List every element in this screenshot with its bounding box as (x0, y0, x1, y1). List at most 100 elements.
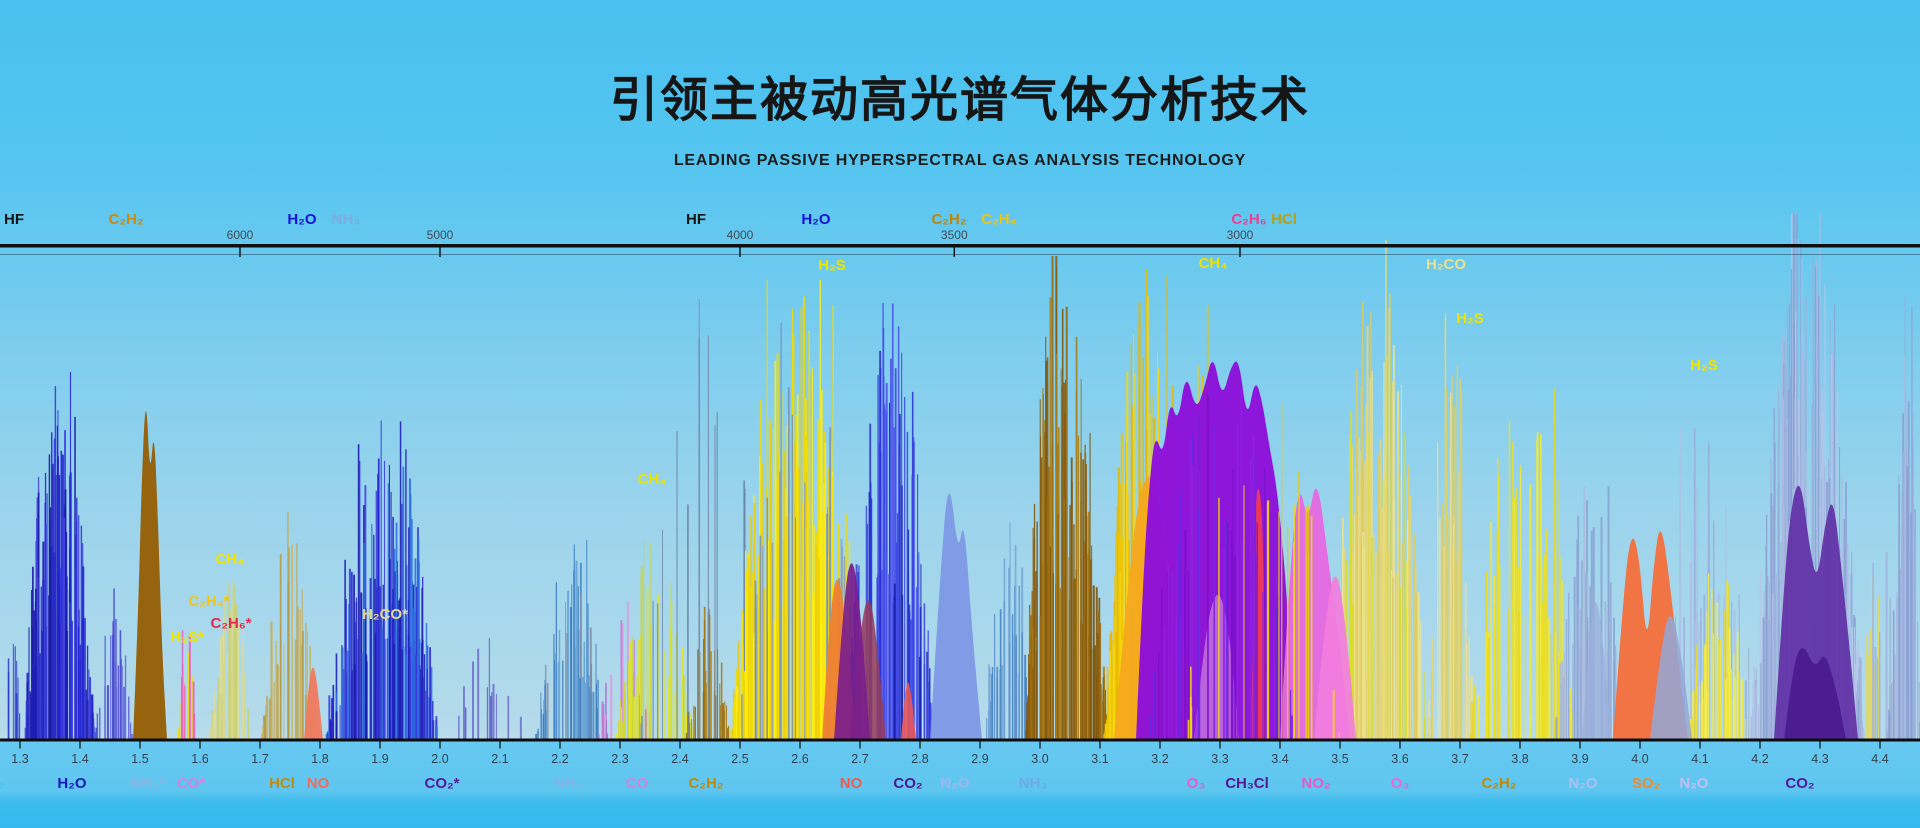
bottom-tick-label: 2.5 (731, 752, 748, 766)
bottom-gas-label: C₂H₂ (1482, 775, 1517, 792)
band-slate-tall (640, 299, 757, 740)
top-gas-label: C₂H₂ (932, 211, 967, 228)
bottom-tick-label: 3.6 (1391, 752, 1408, 766)
bottom-gas-label: O₂ (0, 775, 5, 792)
band-edge-right (1886, 296, 1920, 740)
bottom-tick-label: 3.3 (1211, 752, 1228, 766)
band-sparse-2.05 (458, 638, 522, 740)
bottom-tick-label: 2.8 (911, 752, 928, 766)
band-edge-left (7, 643, 21, 740)
bottom-gas-label: N₂O (1679, 775, 1708, 792)
top-gas-label: H₂O (801, 211, 830, 228)
top-gas-label: H₂O (287, 211, 316, 228)
bottom-tick-label: 2.0 (431, 752, 448, 766)
bottom-gas-label: C₂H₂ (689, 775, 724, 792)
bottom-gas-label: NH₃ (554, 775, 583, 792)
bottom-gas-label: CH₃Cl (1225, 775, 1269, 792)
bottom-gas-label: SO₂ (1632, 775, 1660, 792)
band-H2CO*-blue (325, 420, 438, 740)
bottom-tick-label: 2.3 (611, 752, 628, 766)
bottom-tick-label: 3.4 (1271, 752, 1288, 766)
plot-gas-labels: H₂S CH₄ H₂CO H₂S H₂S CH₄ CH₄ C₂H₄* C₂H₆* H₂S* H₂CO… (170, 255, 1717, 646)
bottom-tick-label: 2.2 (551, 752, 568, 766)
bottom-tick-label: 4.4 (1871, 752, 1888, 766)
bottom-tick-label: 2.9 (971, 752, 988, 766)
top-axis-subline (0, 254, 1920, 255)
band-brown-3.03 (1025, 256, 1109, 740)
top-gas-label: HF (686, 211, 706, 228)
bottom-tick-label: 2.1 (491, 752, 508, 766)
envelope-peri-4.06 (1650, 616, 1692, 740)
bottom-tick-label: 1.6 (191, 752, 208, 766)
page-subtitle: LEADING PASSIVE HYPERSPECTRAL GAS ANALYS… (673, 152, 1247, 169)
bottom-gas-label: CO₂* (424, 775, 459, 792)
top-gas-label: C₂H₂ (109, 211, 144, 228)
bottom-gas-label: H₂O (57, 775, 86, 792)
bottom-tick-label: 3.5 (1331, 752, 1348, 766)
envelope-peri-3.93 (1582, 602, 1612, 740)
envelope-NO-1.79 (304, 667, 323, 740)
page-title: 引领主被动高光谱气体分析技术 (609, 74, 1310, 127)
band-steel-2.95 (986, 522, 1033, 740)
top-tick-label: 3000 (1227, 228, 1254, 242)
bottom-gas-label: O₃ (1187, 775, 1206, 792)
top-tick-label: 6000 (227, 228, 254, 242)
envelope-red-2.78 (901, 682, 916, 740)
bottom-gas-label: HCl (269, 775, 295, 792)
spectral-overlay-layer (1149, 389, 1340, 740)
plot-gas-label: CH₄ (1199, 255, 1228, 272)
bottom-tick-label: 2.4 (671, 752, 688, 766)
axes: 6000 5000 4000 3500 3000 1.3 1.4 1.5 1.6 1.7 1.8 1.… (0, 228, 1920, 766)
band-H2O-1.35 (24, 372, 96, 740)
bottom-tick-label: 3.2 (1151, 752, 1168, 766)
top-tick-label: 5000 (427, 228, 454, 242)
bottom-tick-label: 3.7 (1451, 752, 1468, 766)
bottom-gas-label: O₃ (1391, 775, 1410, 792)
bottom-tick-label: 4.3 (1811, 752, 1828, 766)
bottom-tick-label: 1.8 (311, 752, 328, 766)
envelope-purple-2.69 (834, 563, 870, 740)
bottom-gas-label: NO₂ (1301, 775, 1330, 792)
band-H2S*-1.57 (177, 630, 196, 740)
bottom-tick-label: 1.7 (251, 752, 268, 766)
band-yellow-3.8 (1469, 388, 1574, 740)
band-khaki-1.65 (209, 580, 250, 740)
envelope-CO2-purple-dark (1784, 648, 1846, 740)
bottom-tick-label: 1.5 (131, 752, 148, 766)
bottom-tick-label: 1.3 (11, 752, 28, 766)
plot-gas-label: H₂CO* (362, 606, 408, 623)
top-gas-label: C₂H₄ (981, 211, 1016, 228)
bottom-tick-label: 4.2 (1751, 752, 1768, 766)
plot-gas-label: H₂CO (1426, 256, 1466, 273)
bottom-tick-label: 3.1 (1091, 752, 1108, 766)
band-steel-2.2 (535, 540, 609, 740)
bottom-gas-label: NO (307, 775, 330, 792)
plot-gas-label: CH₄ (638, 471, 667, 488)
bottom-tick-label: 3.0 (1031, 752, 1048, 766)
bottom-gas-label: CO₂ (1785, 775, 1814, 792)
bottom-tick-label: 4.1 (1691, 752, 1708, 766)
top-tick-label: 4000 (727, 228, 754, 242)
bottom-gas-label: CO₂ (893, 775, 922, 792)
top-tick-label: 3500 (941, 228, 968, 242)
bottom-tick-label: 2.7 (851, 752, 868, 766)
bottom-tick-label: 1.4 (71, 752, 88, 766)
top-axis-line (0, 244, 1920, 248)
band-purple-texture (1149, 389, 1294, 740)
bottom-gas-label: NH₃* (131, 775, 166, 792)
top-gas-label: HCl (1271, 211, 1297, 228)
bottom-gas-label: CO (626, 775, 649, 792)
bottom-tick-label: 3.8 (1511, 752, 1528, 766)
bottom-gas-label: CO* (177, 775, 206, 792)
band-H2O-sparse (94, 588, 133, 740)
envelope-cornflower-2.86 (930, 493, 982, 740)
plot-gas-label: H₂S (1456, 310, 1484, 327)
spectral-envelopes-layer (133, 361, 1858, 740)
band-brown-2.45 (685, 606, 730, 740)
plot-gas-label: C₂H₄* (188, 593, 229, 610)
bottom-gas-label: N₂O (1568, 775, 1597, 792)
top-gas-label: C₂H₆ (1231, 211, 1266, 228)
bottom-tick-label: 3.9 (1571, 752, 1588, 766)
